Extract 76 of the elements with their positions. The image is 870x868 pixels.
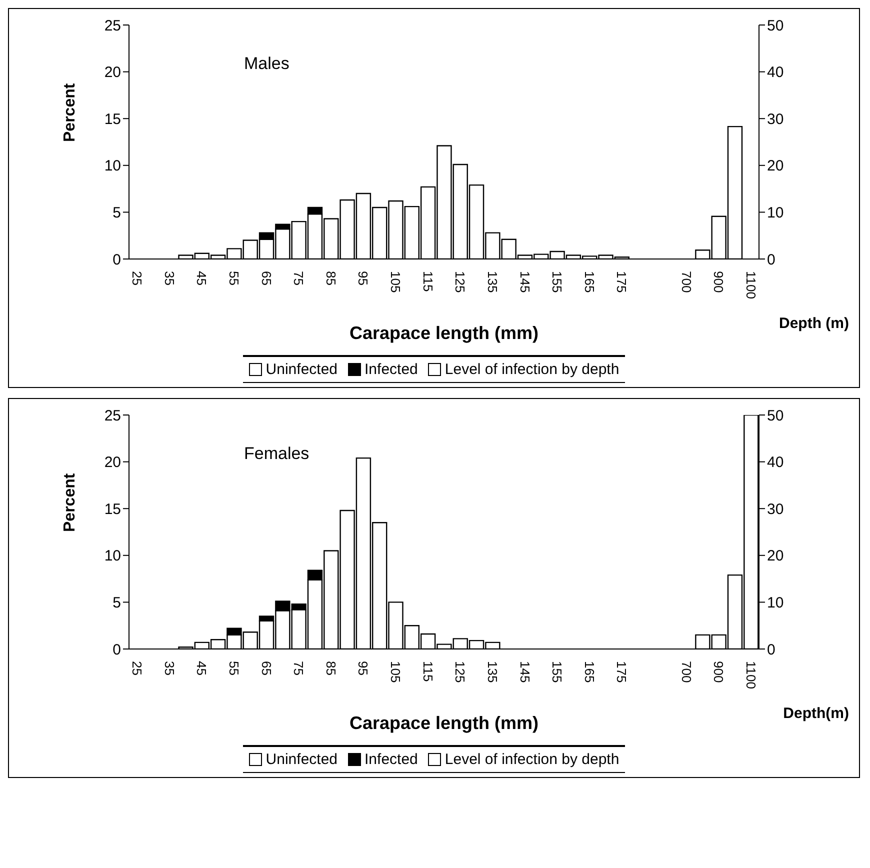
- x-axis-title: Carapace length (mm): [349, 713, 539, 733]
- x-tick-label: 155: [550, 271, 565, 293]
- x-tick-label: 175: [614, 661, 630, 683]
- legend-label: Infected: [364, 361, 418, 378]
- y-tick-label: 20: [104, 64, 121, 82]
- y2-tick-label: 20: [767, 548, 784, 565]
- y-tick-label: 25: [104, 407, 121, 424]
- x-tick-label: 25: [130, 271, 145, 286]
- y2-tick-label: 30: [767, 500, 784, 518]
- x-tick-label: 75: [291, 271, 306, 286]
- y2-tick-label: 40: [767, 454, 784, 472]
- annotation: Males: [244, 54, 290, 74]
- x-tick-label: 35: [162, 661, 177, 676]
- legend-label: Level of infection by depth: [444, 361, 620, 378]
- y-tick-label: 5: [112, 204, 121, 222]
- y2-tick-label: 40: [767, 64, 784, 82]
- x-tick-label: 135: [484, 661, 500, 683]
- x-tick-label: 900: [711, 661, 726, 683]
- y-tick-label: 25: [104, 17, 121, 34]
- x-tick-label: 145: [517, 271, 532, 293]
- x-tick-label: 55: [226, 661, 242, 676]
- y-tick-label: 0: [112, 641, 121, 658]
- y-tick-label: 15: [104, 110, 121, 128]
- y2-tick-label: 0: [767, 251, 776, 268]
- legend-label: Infected: [364, 751, 418, 768]
- y-axis-title: Percent: [62, 472, 79, 532]
- x-tick-label: 65: [258, 661, 274, 676]
- x-tick-label: 115: [420, 271, 436, 292]
- y2-tick-label: 50: [767, 407, 784, 424]
- y-tick-label: 5: [112, 594, 121, 612]
- y-tick-label: 0: [112, 251, 121, 268]
- x-tick-label: 125: [452, 271, 468, 293]
- y2-tick-label: 10: [767, 594, 784, 612]
- text: Depth (m): [779, 315, 849, 332]
- x-tick-label: 1100: [743, 271, 758, 299]
- x-tick-label: 85: [323, 271, 338, 286]
- x-tick-label: 85: [323, 661, 338, 676]
- x-tick-label: 165: [582, 661, 597, 683]
- x-tick-label: 155: [550, 661, 565, 683]
- x-tick-label: 700: [678, 271, 694, 293]
- x-tick-label: 900: [711, 271, 726, 293]
- y2-tick-label: 30: [767, 110, 784, 128]
- y-tick-label: 15: [104, 500, 121, 518]
- y2-tick-label: 10: [767, 204, 784, 222]
- x-tick-label: 25: [130, 661, 145, 676]
- x-tick-label: 145: [517, 661, 532, 683]
- annotation: Females: [244, 444, 310, 464]
- x-tick-label: 95: [356, 661, 371, 676]
- x-tick-label: 1100: [743, 661, 758, 689]
- legend-label: Uninfected: [266, 751, 338, 768]
- y2-tick-label: 50: [767, 17, 784, 34]
- y-tick-label: 20: [104, 454, 121, 472]
- x-tick-label: 65: [258, 271, 274, 286]
- x-tick-label: 45: [194, 661, 210, 676]
- legend-label: Level of infection by depth: [444, 751, 620, 768]
- x-tick-label: 105: [388, 661, 404, 683]
- x-tick-label: 55: [226, 271, 242, 286]
- x-tick-label: 175: [614, 271, 630, 293]
- y-axis-title: Percent: [62, 82, 79, 142]
- x-axis-title: Carapace length (mm): [349, 323, 539, 343]
- x-tick-label: 95: [356, 271, 371, 286]
- x-tick-label: 115: [420, 661, 436, 682]
- x-tick-label: 135: [484, 271, 500, 293]
- x-tick-label: 75: [291, 661, 306, 676]
- x-tick-label: 35: [162, 271, 177, 286]
- y-tick-label: 10: [104, 548, 121, 565]
- legend-label: Uninfected: [266, 361, 338, 378]
- x-tick-label: 45: [194, 271, 210, 286]
- x-tick-label: 165: [582, 271, 597, 293]
- y2-tick-label: 20: [767, 158, 784, 175]
- y2-tick-label: 0: [767, 641, 776, 658]
- text: Depth(m): [783, 705, 849, 722]
- x-tick-label: 700: [678, 661, 694, 683]
- x-tick-label: 125: [452, 661, 468, 683]
- y-tick-label: 10: [104, 158, 121, 175]
- x-tick-label: 105: [388, 271, 404, 293]
